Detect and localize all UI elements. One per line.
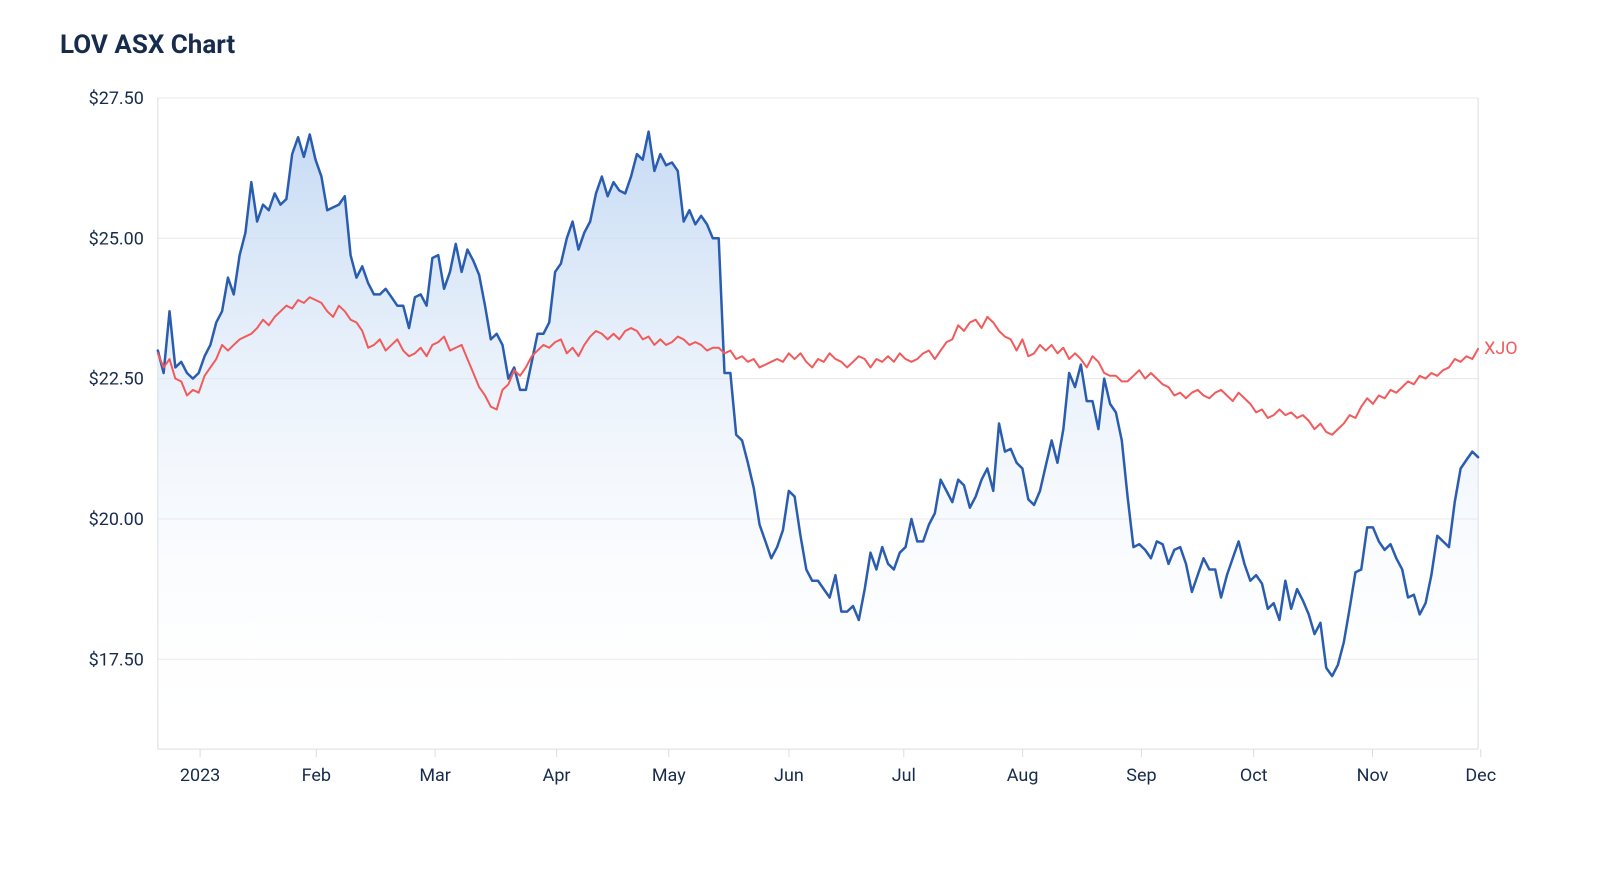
x-axis-label: 2023 [180, 765, 220, 786]
x-axis-label: Sep [1126, 765, 1156, 786]
x-axis-label: Nov [1357, 765, 1389, 786]
y-axis-label: $17.50 [89, 649, 144, 670]
stock-chart: $17.50 $20.00 $22.50 $25.00 $27.50 XJO 2023 Feb… [40, 80, 1558, 839]
x-axis-label: Feb [302, 765, 331, 786]
x-axis-label: Jul [892, 765, 916, 786]
x-axis-label: Dec [1465, 765, 1496, 786]
x-axis-label: Apr [543, 765, 571, 786]
x-axis-label: Jun [774, 765, 804, 786]
xjo-series-label: XJO [1484, 338, 1518, 359]
y-axis-label: $25.00 [89, 228, 144, 249]
y-axis-label: $27.50 [89, 88, 144, 109]
x-axis-label: Aug [1007, 765, 1039, 786]
x-axis-label: Mar [419, 765, 451, 786]
lov-area [158, 132, 1478, 749]
y-axis-label: $22.50 [89, 369, 144, 390]
x-axis-label: May [652, 765, 686, 786]
chart-svg: $17.50 $20.00 $22.50 $25.00 $27.50 XJO 2023 Feb… [40, 80, 1558, 839]
chart-title: LOV ASX Chart [60, 30, 1558, 60]
x-axis-label: Oct [1240, 765, 1268, 786]
y-axis-label: $20.00 [89, 509, 144, 530]
